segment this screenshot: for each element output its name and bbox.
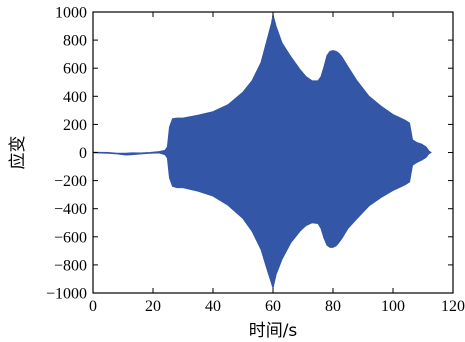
x-tick-label: 40 [205, 298, 221, 315]
y-tick-label: 200 [63, 117, 87, 134]
y-tick-label: −400 [54, 201, 87, 218]
x-tick-label: 20 [145, 298, 161, 315]
y-tick-label: 600 [63, 61, 87, 78]
ticks-layer: 0 20 40 60 80 100 120 1000 800 600 400 200 0 −200 −400… [46, 5, 465, 316]
y-tick-label: −1000 [46, 286, 87, 303]
y-tick-label: 0 [79, 145, 87, 162]
y-tick-label: 800 [63, 33, 87, 50]
x-tick-label: 120 [441, 298, 465, 315]
y-axis-title: 应变 [8, 136, 28, 170]
x-tick-label: 0 [89, 298, 97, 315]
x-tick-label: 80 [325, 298, 341, 315]
y-tick-label: −200 [54, 173, 87, 190]
x-axis-title: 时间/s [249, 321, 298, 341]
plot-frame [92, 11, 454, 294]
x-tick-label: 60 [265, 298, 281, 315]
series-envelope-0 [92, 14, 432, 289]
x-tick-label: 100 [381, 298, 405, 315]
series-layer [92, 14, 432, 289]
y-tick-label: 400 [63, 89, 87, 106]
y-tick-label: 1000 [55, 5, 87, 22]
y-tick-label: −600 [54, 229, 87, 246]
y-tick-label: −800 [54, 257, 87, 274]
